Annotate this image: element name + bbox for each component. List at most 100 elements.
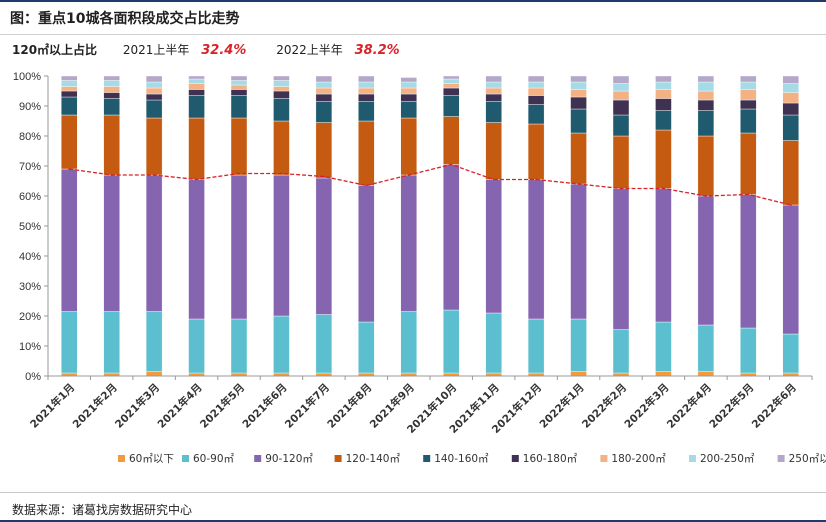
trend-point bbox=[492, 178, 495, 181]
legend-swatch bbox=[334, 455, 342, 462]
bar-segment bbox=[61, 90, 78, 98]
bar-segment bbox=[145, 371, 163, 377]
y-tick-label: 20% bbox=[19, 311, 41, 323]
x-tick-label: 2022年3月 bbox=[622, 381, 672, 431]
trend-point bbox=[789, 204, 792, 206]
legend-swatch bbox=[511, 455, 519, 462]
bar-segment bbox=[230, 117, 248, 176]
bar-segment bbox=[570, 371, 587, 377]
bar-segment bbox=[655, 98, 672, 111]
bar-segment bbox=[273, 80, 290, 87]
legend-label: 120-140㎡ bbox=[346, 453, 401, 465]
bar-segment bbox=[485, 81, 502, 89]
bar-segment bbox=[570, 108, 587, 134]
bar-segment bbox=[612, 114, 630, 137]
x-tick-label: 2021年6月 bbox=[240, 381, 290, 431]
bar-segment bbox=[315, 75, 333, 83]
bar-segment bbox=[273, 86, 290, 92]
legend-swatch bbox=[118, 455, 125, 462]
trend-point bbox=[747, 193, 750, 196]
bar-segment bbox=[485, 75, 502, 83]
bar-segment bbox=[570, 89, 587, 98]
trend-point bbox=[238, 172, 240, 175]
bar-segment bbox=[145, 81, 163, 89]
bar-segment bbox=[782, 204, 799, 335]
bar-segment bbox=[612, 329, 630, 374]
legend-label: 140-160㎡ bbox=[434, 453, 489, 465]
bar-segment bbox=[61, 311, 78, 374]
bar-segment bbox=[358, 185, 375, 323]
bar-segment bbox=[230, 89, 248, 96]
summary-label: 120㎡以上占比 bbox=[12, 43, 98, 57]
bar-segment bbox=[315, 101, 333, 123]
bar-segment bbox=[103, 174, 120, 312]
bar-segment bbox=[61, 168, 78, 312]
top-border bbox=[0, 0, 826, 2]
bar-segment bbox=[188, 75, 205, 80]
x-tick-label: 2021年3月 bbox=[112, 381, 162, 431]
bar-segment bbox=[315, 177, 333, 315]
bar-segment bbox=[527, 179, 545, 320]
bar-segment bbox=[485, 312, 502, 374]
bar-segment bbox=[315, 81, 333, 89]
trend-point bbox=[322, 175, 325, 178]
bar-segment bbox=[740, 99, 757, 110]
y-tick-label: 40% bbox=[19, 251, 41, 263]
bar-segment bbox=[443, 95, 460, 117]
bar-segment bbox=[188, 318, 205, 374]
footer-divider bbox=[0, 492, 826, 493]
page-title: 图：重点10城各面积段成交占比走势 bbox=[10, 11, 240, 27]
y-tick-label: 80% bbox=[19, 131, 41, 143]
bar-segment bbox=[655, 371, 672, 377]
summary-2021-label: 2021上半年 bbox=[122, 43, 190, 57]
legend-swatch bbox=[182, 455, 189, 462]
bar-segment bbox=[315, 93, 333, 102]
bar-segment bbox=[61, 96, 78, 116]
bar-segment bbox=[400, 77, 417, 83]
bar-segment bbox=[400, 81, 417, 89]
trend-point bbox=[195, 178, 198, 181]
bar-segment bbox=[782, 114, 799, 141]
bar-segment bbox=[527, 123, 545, 180]
bar-segment bbox=[273, 120, 290, 176]
bar-segment bbox=[443, 116, 460, 165]
bar-segment bbox=[400, 101, 417, 119]
bar-segment bbox=[740, 108, 757, 134]
bar-segment bbox=[230, 174, 248, 320]
bar-segment bbox=[315, 122, 333, 179]
trend-point bbox=[620, 187, 622, 190]
bar-segment bbox=[655, 110, 672, 131]
bar-segment bbox=[358, 75, 375, 83]
trend-line bbox=[69, 163, 791, 206]
bar-segment bbox=[485, 93, 502, 102]
bar-segment bbox=[655, 89, 672, 99]
bar-segment bbox=[103, 311, 120, 374]
bar-segment bbox=[400, 311, 417, 374]
bar-segment bbox=[570, 81, 587, 90]
summary-2021-value: 32.4% bbox=[201, 43, 247, 58]
bar-segment bbox=[103, 86, 120, 93]
x-tick-label: 2021年7月 bbox=[282, 381, 332, 431]
legend-swatch bbox=[689, 455, 696, 462]
bar-segment bbox=[315, 87, 333, 95]
bar-segment bbox=[697, 99, 715, 111]
bar-segment bbox=[612, 99, 630, 116]
bar-segment bbox=[61, 80, 78, 87]
bar-segment bbox=[400, 87, 417, 95]
x-tick-label: 2021年5月 bbox=[197, 381, 247, 431]
bar-segment bbox=[782, 333, 799, 374]
bar-segment bbox=[570, 132, 587, 185]
bar-segment bbox=[655, 129, 672, 189]
bar-segment bbox=[570, 318, 587, 372]
bar-segment bbox=[485, 122, 502, 180]
bar-segment bbox=[655, 81, 672, 90]
y-tick-label: 50% bbox=[19, 221, 41, 233]
bar-segment bbox=[740, 75, 757, 83]
bar-segment bbox=[188, 95, 205, 119]
bar-segment bbox=[612, 75, 630, 84]
bar-segment bbox=[145, 117, 163, 176]
bar-segment bbox=[527, 81, 545, 89]
trend-point bbox=[280, 172, 283, 175]
trend-point bbox=[68, 168, 71, 170]
trend-point bbox=[535, 178, 538, 181]
